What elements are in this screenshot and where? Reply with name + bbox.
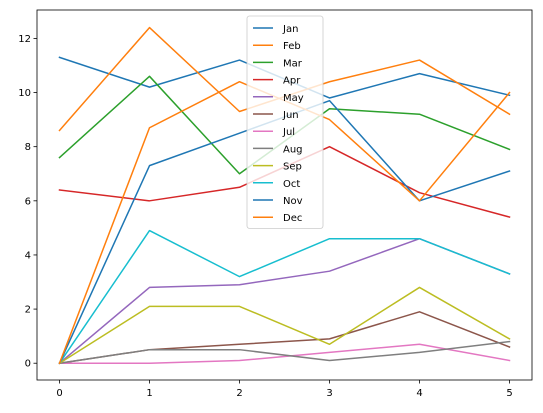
legend-label: Sep: [283, 162, 302, 173]
x-tick-label: 0: [56, 388, 62, 399]
legend-entry: Apr: [253, 76, 301, 87]
series-line-jul: [58, 343, 511, 364]
x-tick-label: 5: [506, 388, 512, 399]
legend-entry: Jul: [253, 127, 295, 138]
legend-label: Feb: [283, 41, 301, 52]
legend-entry: Sep: [253, 162, 302, 173]
legend-label: Jul: [282, 127, 295, 138]
legend-entry: Aug: [253, 144, 303, 155]
legend-label: Nov: [283, 196, 303, 207]
legend-entry: Oct: [253, 179, 300, 190]
y-tick-label: 10: [18, 88, 31, 99]
legend-label: Mar: [283, 58, 303, 69]
series-line-aug: [58, 340, 511, 365]
x-tick-label: 4: [416, 388, 422, 399]
legend-entry: Dec: [253, 213, 302, 224]
legend-entry: Nov: [253, 196, 303, 207]
series-line-sep: [58, 286, 511, 365]
legend-label: Aug: [283, 144, 303, 155]
y-tick-label: 12: [18, 34, 31, 45]
y-tick-label: 6: [25, 196, 31, 207]
legend-box: [246, 15, 324, 229]
x-tick-label: 2: [236, 388, 242, 399]
legend-label: Apr: [283, 76, 301, 87]
plot-lines: [58, 26, 511, 365]
x-tick-label: 1: [146, 388, 152, 399]
y-axis: 0 2 4 6 8 10 12: [18, 34, 37, 370]
legend-label: Jun: [282, 110, 299, 121]
y-tick-label: 0: [25, 359, 31, 370]
x-tick-label: 3: [326, 388, 332, 399]
series-line-oct: [58, 229, 511, 365]
legend-label: May: [283, 93, 304, 104]
y-tick-label: 2: [25, 305, 31, 316]
legend-entry: Feb: [253, 41, 301, 52]
legend-entry: Jun: [253, 110, 299, 121]
legend-label: Oct: [283, 179, 300, 190]
legend-entry: Mar: [253, 58, 303, 69]
legend-label: Jan: [282, 24, 298, 35]
y-tick-label: 8: [25, 142, 31, 153]
legend-entry: May: [253, 93, 304, 104]
plot-frame: [36, 9, 533, 381]
legend-entry: Jan: [253, 24, 298, 35]
y-tick-label: 4: [25, 250, 31, 261]
x-axis: 0 1 2 3 4 5: [56, 380, 513, 399]
legend-label: Dec: [283, 213, 302, 224]
legend: Jan Feb Mar Apr May Jun Jul Aug Sep Oct Nov Dec: [246, 15, 324, 229]
